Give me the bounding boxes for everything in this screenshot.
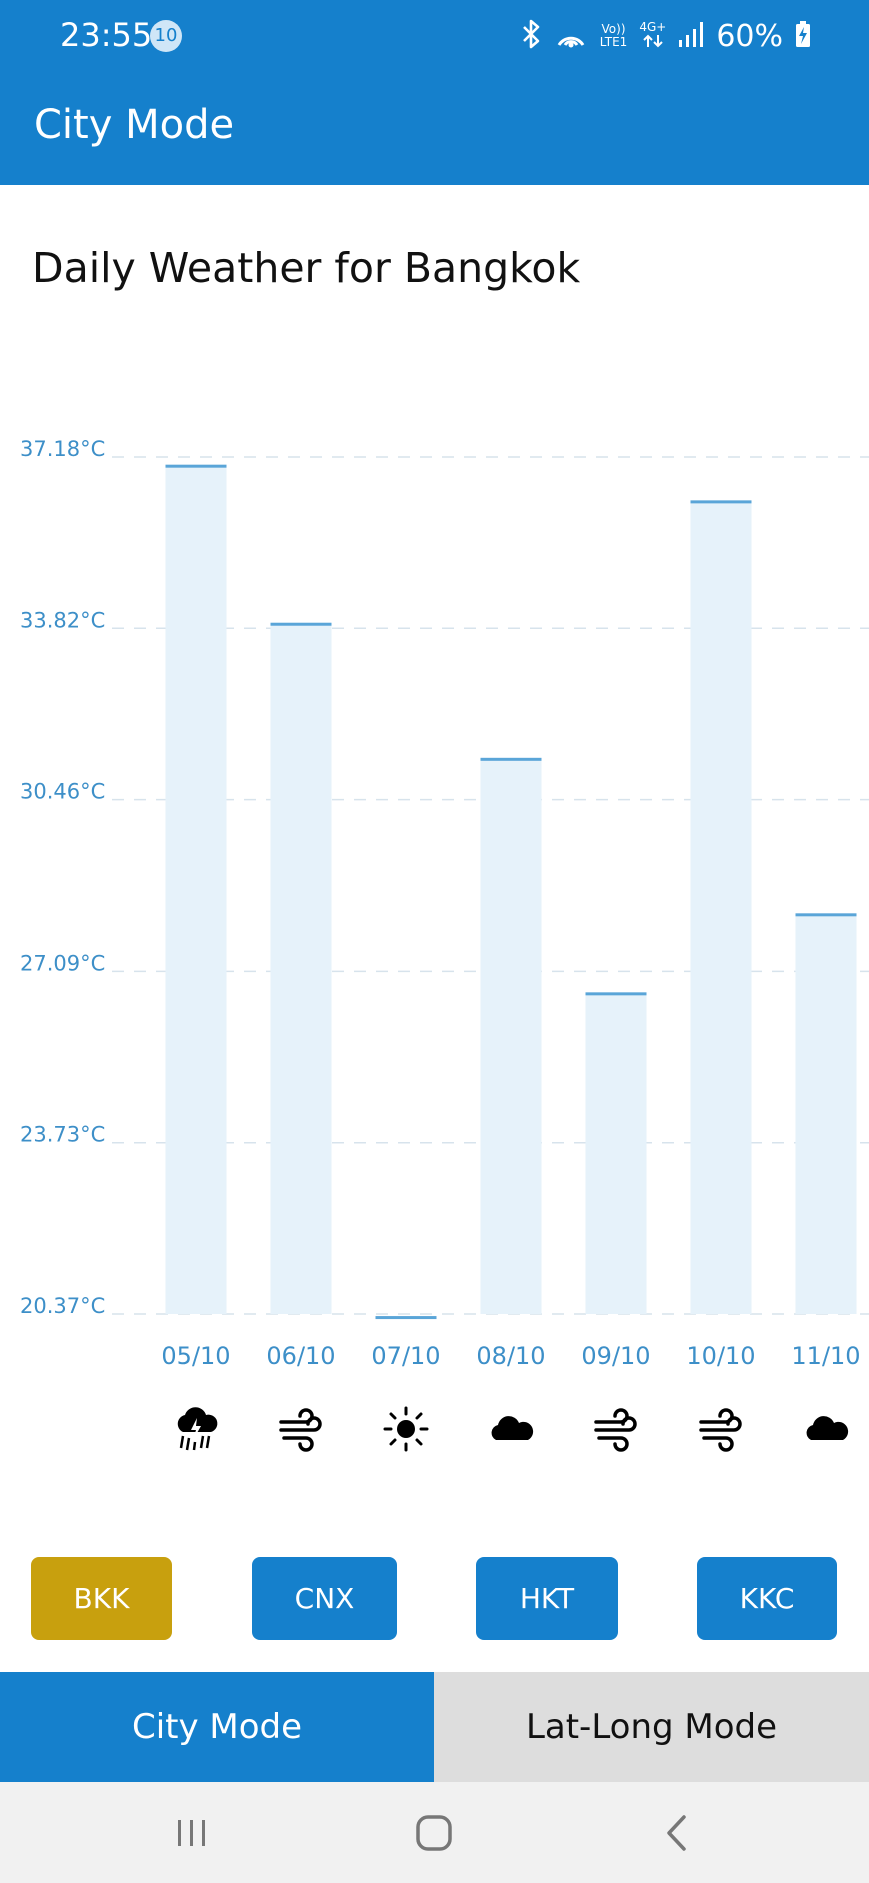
- volte-indicator: Vo)) LTE1: [600, 23, 628, 49]
- back-icon[interactable]: [653, 1808, 703, 1858]
- data-arrows-icon: [639, 34, 666, 51]
- x-tick-label: 09/10: [581, 1342, 650, 1370]
- city-button-bkk[interactable]: BKK: [31, 1557, 172, 1640]
- status-bar: 23:55 10 Vo)) LTE1 4G+: [0, 0, 869, 72]
- y-tick-label: 30.46°C: [20, 780, 105, 804]
- daily-temperature-bar-chart: 37.18°C 33.82°C 30.46°C 27.09°C 23.73°C 20.37…: [20, 437, 869, 1370]
- x-tick-label: 10/10: [686, 1342, 755, 1370]
- bar-top-marker: [165, 464, 227, 468]
- status-icons: Vo)) LTE1 4G+ 60%: [520, 14, 811, 58]
- x-tick-label: 08/10: [476, 1342, 545, 1370]
- volte-label: Vo)): [601, 22, 626, 36]
- city-button-cnx[interactable]: CNX: [252, 1557, 397, 1640]
- bar-top-marker: [480, 757, 542, 761]
- bar: [795, 914, 857, 1314]
- cloud-icon: [486, 1404, 536, 1454]
- signal-icon: [678, 20, 704, 53]
- bar: [165, 466, 227, 1315]
- bar: [585, 993, 647, 1314]
- y-tick-label: 20.37°C: [20, 1294, 105, 1318]
- tab-lat-long-mode-label: Lat-Long Mode: [525, 1707, 778, 1747]
- page-title: Daily Weather for Bangkok: [32, 244, 581, 292]
- status-time: 23:55: [60, 16, 153, 54]
- sun-icon: [381, 1404, 431, 1454]
- app-title: City Mode: [34, 102, 235, 148]
- home-icon[interactable]: [409, 1808, 459, 1858]
- bar-top-marker: [795, 913, 857, 917]
- network-type-indicator: 4G+: [639, 21, 666, 51]
- x-tick-label: 07/10: [371, 1342, 440, 1370]
- tab-lat-long-mode[interactable]: Lat-Long Mode: [434, 1672, 869, 1782]
- battery-percent: 60%: [716, 18, 783, 54]
- hotspot-icon: [554, 19, 588, 54]
- bar: [690, 501, 752, 1314]
- city-button-kkc[interactable]: KKC: [697, 1557, 837, 1640]
- x-tick-label: 06/10: [266, 1342, 335, 1370]
- network-type-label: 4G+: [639, 20, 667, 34]
- recent-apps-icon[interactable]: [167, 1808, 217, 1858]
- lte-label: LTE1: [599, 35, 628, 49]
- bar-top-marker: [585, 992, 647, 996]
- wind-icon: [696, 1404, 746, 1454]
- wind-icon: [591, 1404, 641, 1454]
- tab-city-mode-label: City Mode: [131, 1707, 303, 1747]
- app-bar: City Mode: [0, 72, 869, 185]
- bar-top-marker: [270, 622, 332, 626]
- bar: [270, 624, 332, 1314]
- thunderstorm-rain-icon: [171, 1404, 221, 1454]
- wind-icon: [276, 1404, 326, 1454]
- y-tick-label: 33.82°C: [20, 608, 105, 632]
- system-nav-bar: [0, 1782, 869, 1883]
- bluetooth-icon: [520, 19, 542, 54]
- x-tick-label: 05/10: [161, 1342, 230, 1370]
- notification-count-badge: 10: [150, 20, 182, 52]
- tab-city-mode[interactable]: City Mode: [0, 1672, 434, 1782]
- bar: [480, 759, 542, 1314]
- y-tick-label: 37.18°C: [20, 437, 105, 461]
- bar-top-marker: [690, 500, 752, 504]
- battery-charging-icon: [795, 20, 811, 53]
- x-tick-label: 11/10: [791, 1342, 860, 1370]
- y-tick-label: 23.73°C: [20, 1123, 105, 1147]
- city-button-hkt[interactable]: HKT: [476, 1557, 618, 1640]
- y-tick-label: 27.09°C: [20, 951, 105, 975]
- bar-top-marker: [375, 1316, 437, 1320]
- cloud-icon: [801, 1404, 851, 1454]
